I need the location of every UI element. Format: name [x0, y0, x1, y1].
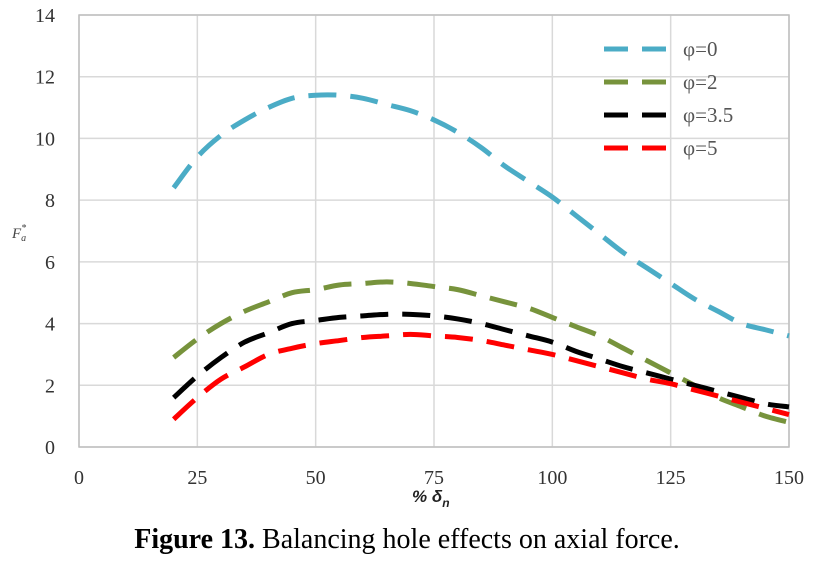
y-axis-label-symbol: F	[11, 226, 22, 242]
line-chart: 0 2 4 6 8 10 12 14 0 25 50 75 100 125 150 φ=0 φ=2 φ=3.5…	[11, 5, 804, 510]
figure-caption: Figure 13. Balancing hole effects on axi…	[0, 524, 814, 556]
series-line-1	[171, 92, 790, 339]
x-tick-label: 125	[656, 467, 686, 489]
series-line-3	[171, 311, 790, 410]
x-axis-label-sub: n	[442, 496, 449, 510]
plot-area-border	[78, 14, 790, 448]
y-tick-label: 0	[45, 437, 55, 459]
legend-label-2: φ=2	[683, 70, 717, 94]
x-tick-label: 100	[537, 467, 567, 489]
x-tick-label: 0	[74, 467, 84, 489]
series-line-2	[172, 279, 790, 425]
y-tick-label: 10	[35, 128, 55, 150]
legend-label-3: φ=3.5	[683, 103, 733, 127]
x-tick-label: 75	[424, 467, 444, 489]
figure-caption-label: Figure 13.	[134, 524, 256, 555]
x-axis-label: % δn	[412, 487, 450, 510]
series-line-4	[171, 331, 790, 422]
y-axis-tick-labels: 0 2 4 6 8 10 12 14	[35, 5, 55, 459]
x-axis-label-prefix: %	[412, 487, 432, 506]
y-tick-label: 12	[35, 67, 55, 89]
x-tick-label: 150	[774, 467, 804, 489]
x-axis-label-symbol: δ	[432, 487, 443, 506]
legend-label-4: φ=5	[683, 136, 717, 160]
y-tick-label: 8	[45, 190, 55, 212]
y-tick-label: 14	[35, 5, 55, 27]
y-tick-label: 4	[45, 314, 55, 336]
y-tick-label: 6	[45, 252, 55, 274]
x-tick-label: 50	[306, 467, 326, 489]
legend: φ=0 φ=2 φ=3.5 φ=5	[604, 37, 733, 160]
x-tick-label: 25	[187, 467, 207, 489]
y-tick-label: 2	[45, 375, 55, 397]
legend-label-1: φ=0	[683, 37, 717, 61]
grid-lines	[78, 14, 790, 448]
y-axis-label: Fa*	[11, 223, 26, 244]
y-axis-label-sup: *	[21, 223, 26, 234]
figure-caption-text: Balancing hole effects on axial force.	[255, 524, 680, 555]
y-axis-label-sub: a	[21, 233, 26, 244]
series-lines	[171, 92, 790, 425]
x-axis-tick-labels: 0 25 50 75 100 125 150	[74, 467, 804, 489]
